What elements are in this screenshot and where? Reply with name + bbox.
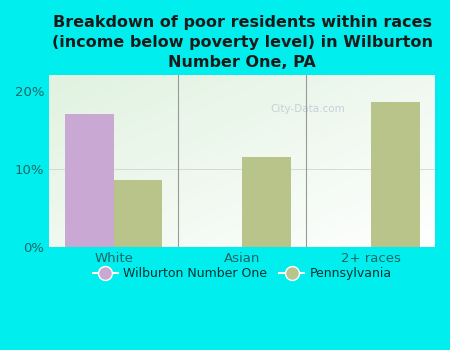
Legend: Wilburton Number One, Pennsylvania: Wilburton Number One, Pennsylvania	[88, 262, 396, 285]
Bar	[114, 180, 162, 247]
Bar	[65, 114, 114, 247]
Bar	[242, 157, 291, 247]
Text: City-Data.com: City-Data.com	[270, 104, 345, 114]
Title: Breakdown of poor residents within races
(income below poverty level) in Wilburt: Breakdown of poor residents within races…	[52, 15, 433, 70]
Bar	[371, 102, 419, 247]
